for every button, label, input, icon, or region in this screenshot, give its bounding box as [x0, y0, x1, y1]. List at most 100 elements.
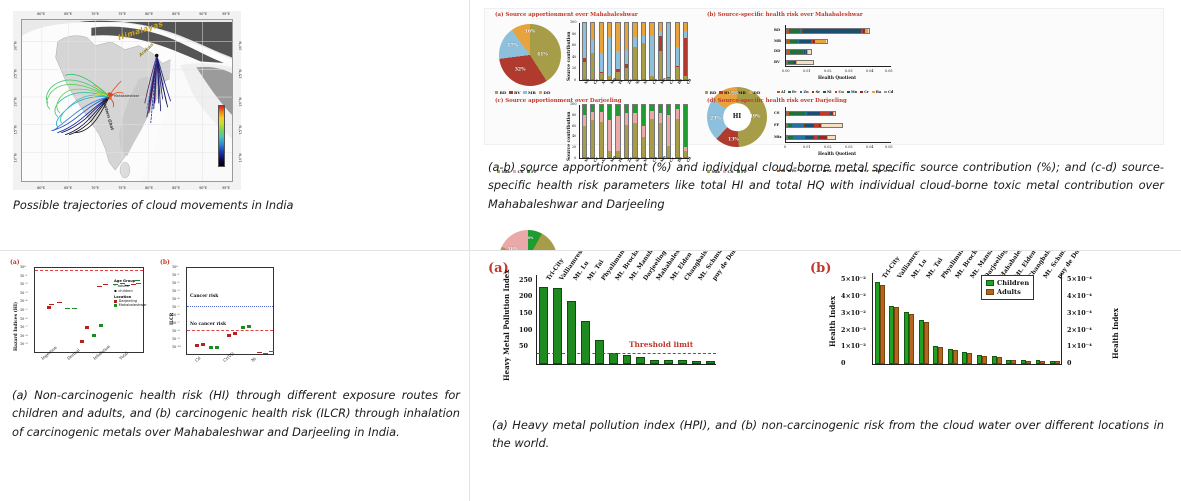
bar-hi-children[interactable]: [1020, 360, 1026, 364]
stacked-column[interactable]: [657, 22, 663, 80]
bar-hi-adults[interactable]: [894, 307, 900, 364]
bar-hpi[interactable]: [705, 361, 715, 364]
lon-tick: 75°E: [118, 186, 126, 190]
stacked-column[interactable]: [683, 22, 689, 80]
stacked-column[interactable]: [615, 22, 621, 80]
bar-hi-children[interactable]: [889, 306, 895, 364]
bar-hi-adults[interactable]: [952, 350, 958, 364]
data-point: [120, 283, 125, 285]
stacked-column[interactable]: [590, 104, 596, 158]
bar-figure-hpi[interactable]: (a) Heavy Metal Pollution Index Threshol…: [488, 251, 808, 411]
stacked-column[interactable]: [632, 104, 638, 158]
bar-hi-adults[interactable]: [1040, 360, 1046, 364]
bar-hi-adults[interactable]: [982, 355, 987, 364]
hbar-bv[interactable]: [786, 59, 814, 66]
bar-hpi[interactable]: [691, 360, 701, 364]
stacked-column[interactable]: [649, 104, 655, 158]
stacked-column[interactable]: [674, 22, 680, 80]
bar-hi-children[interactable]: [903, 312, 909, 364]
stacked-column[interactable]: [606, 22, 613, 80]
bar-hi-children[interactable]: [962, 351, 968, 364]
stacked-column[interactable]: [666, 22, 672, 80]
bar-hpi[interactable]: [608, 352, 618, 364]
hbar-mr[interactable]: [786, 38, 829, 45]
bar-hpi[interactable]: [581, 320, 590, 364]
hbar-rd[interactable]: [786, 28, 870, 34]
stacked-column[interactable]: [674, 104, 680, 158]
stacked-column[interactable]: [598, 22, 604, 80]
scatter-figure-a[interactable]: (a) Hazard Indices (HI): [8, 259, 168, 379]
legend-swatch: [538, 90, 543, 95]
bar-hi-adults[interactable]: [967, 352, 973, 364]
bar-hpi[interactable]: [553, 287, 563, 364]
map-annotation-mahabaleshwar: Mahabaleshwar: [114, 94, 140, 98]
stacked-column[interactable]: [581, 104, 587, 158]
bar-hi-adults[interactable]: [1025, 360, 1031, 364]
scatter-figure-b[interactable]: (b) ILCR Cancer risk No cancer risk: [158, 259, 308, 379]
stacked-column[interactable]: [581, 22, 587, 80]
bar-hi-adults[interactable]: [923, 321, 929, 364]
stack-segment-cs: [607, 119, 612, 151]
stacked-column[interactable]: [640, 104, 647, 158]
donut-chart-b[interactable]: 49% 13% 23% 15% HI: [707, 87, 767, 147]
hbar-dd[interactable]: [786, 49, 812, 55]
bar-hi-adults[interactable]: [908, 313, 914, 364]
ytick-label-right: 3×10⁻⁴: [1067, 308, 1092, 317]
stacked-column[interactable]: [666, 104, 672, 158]
bar-hpi[interactable]: [664, 360, 673, 364]
xtick: 0.01: [803, 145, 811, 149]
bar-hi-children[interactable]: [991, 355, 997, 364]
bar-hpi[interactable]: [539, 286, 549, 364]
bar-hi-children[interactable]: [947, 349, 953, 364]
axes-hpi: Threshold limit 50 100 150 200 250 Tri-City V…: [519, 251, 742, 365]
bar-hpi[interactable]: [567, 301, 577, 364]
hbar-ff[interactable]: [786, 122, 844, 128]
stacked-column[interactable]: [623, 22, 630, 80]
bar-hpi[interactable]: [594, 340, 604, 364]
stacked-column[interactable]: [632, 22, 638, 80]
bar-hi-children[interactable]: [1050, 360, 1056, 364]
stacked-column[interactable]: [657, 104, 663, 158]
stacked-column[interactable]: [590, 22, 596, 80]
bar-hpi[interactable]: [622, 355, 632, 364]
stacked-column[interactable]: [606, 104, 613, 158]
stacked-column[interactable]: [615, 104, 621, 158]
bar-hi-children[interactable]: [1035, 360, 1041, 364]
xtick-label: Al: [601, 79, 607, 85]
bar-hi-adults[interactable]: [996, 356, 1002, 364]
pie-chart-a[interactable]: 41% 32% 17% 16%: [499, 24, 561, 86]
bar-hi-adults[interactable]: [938, 347, 944, 364]
hbar-mix[interactable]: [786, 134, 836, 140]
bar-hi-children[interactable]: [933, 345, 939, 364]
stacked-column[interactable]: [598, 104, 604, 158]
bar-hi-children[interactable]: [1006, 360, 1012, 364]
ytick-label: 10⁻³: [172, 289, 180, 293]
bar-hi-children[interactable]: [874, 282, 880, 364]
hbar-segment-cr: [820, 123, 821, 127]
stack-segment-ff: [607, 105, 612, 120]
colorbar: [218, 105, 225, 167]
cancer-risk-line: [187, 306, 273, 307]
hbar-segment-fe: [788, 135, 793, 139]
bar-hi-adults[interactable]: [1055, 361, 1061, 364]
pie-chart-c[interactable]: 74% 18% 8%: [499, 230, 557, 250]
legend-swatch: [871, 169, 875, 173]
bar-hi-children[interactable]: [977, 355, 983, 364]
bar-hpi[interactable]: [650, 359, 660, 364]
composite-figure[interactable]: (a) Source apportionment over Mahabalesh…: [484, 8, 1164, 250]
hbar-cs[interactable]: [786, 110, 837, 116]
stack-segment-cs: [650, 111, 654, 119]
bar-hpi[interactable]: [636, 356, 646, 364]
bar-hpi[interactable]: [677, 360, 687, 364]
stacked-column[interactable]: [640, 22, 647, 80]
bar-figure-hi[interactable]: (b) Health Index 0 1×10⁻² 2×10⁻² 3×10⁻² 4×10…: [810, 251, 1160, 411]
bar-hi-adults[interactable]: [879, 284, 885, 364]
legend-entry-ba: Ba: [871, 90, 881, 94]
map-figure[interactable]: 0.0 0.3 0.6 0.9 1.2 1.5 1.8 2.1 2.4 2.7 …: [13, 11, 242, 190]
stacked-column[interactable]: [649, 22, 655, 80]
stacked-column[interactable]: [683, 104, 689, 158]
stacked-column[interactable]: [623, 104, 630, 158]
bar-hi-adults[interactable]: [1011, 360, 1017, 364]
legend-entry-mn: Mn: [846, 90, 857, 94]
bar-hi-children[interactable]: [918, 320, 924, 364]
